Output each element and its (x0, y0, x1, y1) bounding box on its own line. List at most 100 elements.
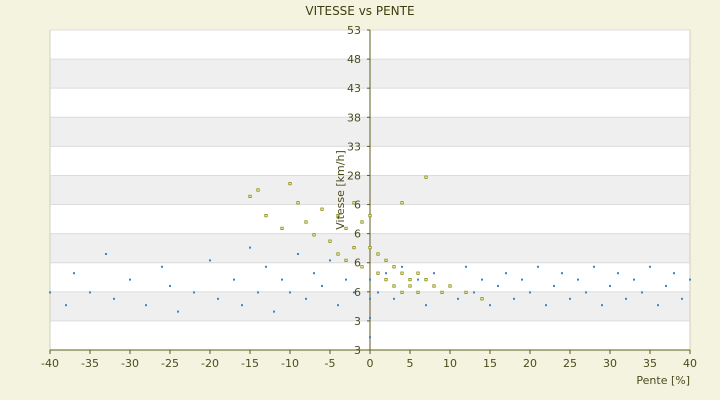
data-point (384, 277, 388, 282)
data-point (377, 291, 379, 294)
data-point (256, 188, 260, 192)
data-point (513, 297, 515, 300)
data-point (169, 285, 171, 287)
data-point (65, 304, 67, 307)
data-point (193, 291, 195, 294)
data-point (569, 297, 571, 300)
data-point (416, 290, 420, 295)
x-tick-label: 20 (523, 357, 537, 370)
data-point (537, 265, 539, 268)
data-point (481, 278, 483, 281)
data-point (73, 272, 75, 275)
data-point (376, 252, 380, 256)
y-tick-label: 48 (347, 53, 361, 66)
data-point (265, 265, 267, 268)
data-point (424, 175, 428, 179)
data-point (416, 271, 420, 275)
data-point (321, 285, 323, 287)
data-point (344, 226, 348, 230)
data-point (296, 201, 300, 205)
data-point (473, 291, 475, 294)
data-point (352, 245, 356, 250)
data-point (209, 259, 211, 262)
data-point (177, 310, 179, 313)
y-tick-label: 3 (354, 315, 361, 328)
data-point (448, 284, 452, 288)
y-tick-label: 6 (354, 228, 361, 241)
data-point (217, 297, 219, 300)
y-tick-label: 3 (354, 344, 361, 357)
data-point (681, 297, 683, 300)
data-point (480, 297, 484, 301)
data-point (368, 213, 372, 218)
data-point (328, 239, 332, 243)
x-tick-label: -20 (201, 357, 219, 370)
data-point (337, 304, 339, 307)
data-points (49, 175, 691, 339)
data-point (312, 233, 316, 237)
data-point (264, 213, 268, 218)
data-point (369, 297, 371, 300)
x-tick-label: -15 (241, 357, 259, 370)
y-tick-label: 38 (347, 111, 361, 124)
x-tick-label: 30 (603, 357, 617, 370)
data-point (360, 220, 364, 224)
data-point (249, 246, 251, 249)
x-tick-label: 35 (643, 357, 657, 370)
x-tick-label: -40 (41, 357, 59, 370)
data-point (489, 304, 491, 307)
y-tick-label: 6 (354, 286, 361, 299)
x-tick-label: 5 (407, 357, 414, 370)
data-point (392, 284, 396, 288)
data-point (304, 220, 308, 224)
data-point (577, 278, 579, 281)
data-point (689, 278, 691, 281)
data-point (545, 304, 547, 307)
data-point (465, 265, 467, 268)
data-point (433, 272, 435, 275)
data-point (464, 290, 468, 295)
data-point (593, 265, 595, 268)
data-point (129, 278, 131, 281)
y-tick-label: 33 (347, 140, 361, 153)
data-point (281, 278, 283, 281)
data-point (625, 297, 627, 300)
data-point (529, 291, 531, 294)
x-tick-label: -35 (81, 357, 99, 370)
data-point (432, 284, 436, 288)
data-point (369, 317, 371, 319)
data-point (368, 245, 372, 250)
data-point (376, 271, 380, 275)
data-point (369, 336, 371, 339)
data-point (553, 285, 555, 287)
data-point (440, 290, 444, 295)
data-point (649, 265, 651, 268)
x-tick-label: 25 (563, 357, 577, 370)
data-point (248, 194, 252, 198)
data-point (617, 272, 619, 275)
x-tick-label: -5 (325, 357, 336, 370)
data-point (297, 253, 299, 255)
y-tick-label: 43 (347, 82, 361, 95)
x-tick-label: 0 (367, 357, 374, 370)
data-point (305, 297, 307, 300)
x-tick-label: 10 (443, 357, 457, 370)
chart-title: VITESSE vs PENTE (305, 4, 414, 18)
data-point (601, 304, 603, 307)
data-point (521, 278, 523, 281)
y-tick-label: 6 (354, 199, 361, 212)
data-point (417, 278, 419, 281)
data-point (392, 265, 396, 269)
x-tick-label: -25 (161, 357, 179, 370)
x-tick-label: 15 (483, 357, 497, 370)
data-point (424, 277, 428, 282)
data-point (241, 304, 243, 307)
data-point (400, 271, 404, 275)
data-point (393, 297, 395, 300)
data-point (313, 272, 315, 275)
data-point (49, 291, 51, 294)
data-point (288, 181, 292, 186)
y-tick-label: 53 (347, 24, 361, 37)
x-axis-title: Pente [%] (636, 374, 690, 387)
